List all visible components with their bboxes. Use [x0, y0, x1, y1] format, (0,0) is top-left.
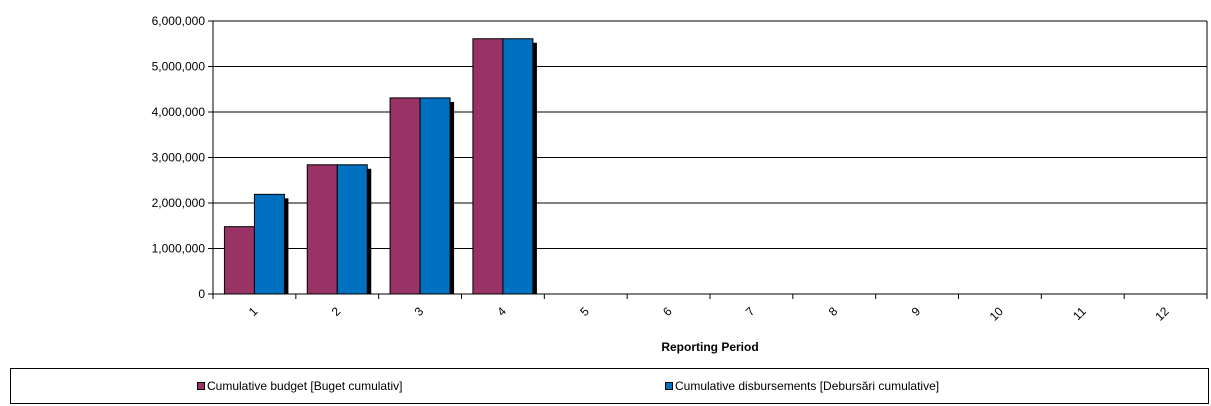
x-axis-title: Reporting Period [661, 340, 758, 354]
bars [223, 38, 537, 295]
x-tick-label: 7 [743, 304, 758, 319]
legend-swatch-disbursements [665, 382, 673, 390]
bar [389, 97, 421, 295]
x-tick-label: 6 [660, 304, 675, 319]
legend-label-disbursements: Cumulative disbursements [Debursări cumu… [675, 379, 940, 393]
x-tick-label: 5 [577, 304, 592, 319]
x-tick-label: 2 [329, 304, 344, 319]
bar [419, 97, 451, 295]
bar [253, 193, 285, 295]
y-tick-label: 2,000,000 [152, 196, 206, 210]
x-tick-label: 10 [987, 304, 1007, 324]
x-tick-label: 3 [412, 304, 427, 319]
legend-item-disbursements: Cumulative disbursements [Debursări cumu… [665, 379, 939, 393]
legend: Cumulative budget [Buget cumulativ] Cumu… [10, 368, 1209, 404]
legend-label-budget: Cumulative budget [Buget cumulativ] [207, 379, 403, 393]
x-tick-label: 12 [1152, 304, 1172, 324]
grid-lines [213, 20, 1207, 249]
x-tick-label: 8 [826, 304, 841, 319]
y-tick-label: 4,000,000 [152, 105, 206, 119]
bar-chart: 0 1,000,000 2,000,000 3,000,000 4,000,000 5,0… [152, 14, 1208, 354]
x-tick-label: 9 [909, 304, 924, 319]
y-tick-label: 5,000,000 [152, 60, 206, 74]
bar [472, 38, 504, 295]
y-tick-labels: 0 1,000,000 2,000,000 3,000,000 4,000,000 5,0… [152, 14, 206, 301]
bar [336, 164, 368, 295]
y-tick-label: 1,000,000 [152, 242, 206, 256]
x-tick-label: 11 [1070, 304, 1089, 323]
x-tick-labels: 1 2 3 4 5 6 7 8 9 10 11 12 [246, 304, 1172, 324]
bar [502, 38, 534, 295]
legend-item-budget: Cumulative budget [Buget cumulativ] [197, 379, 402, 393]
x-tick-label: 4 [494, 304, 509, 319]
legend-swatch-budget [197, 382, 205, 390]
bar [223, 226, 255, 295]
axes [208, 20, 1208, 299]
bar [306, 164, 338, 295]
x-tick-label: 1 [246, 304, 261, 319]
y-tick-label: 3,000,000 [152, 151, 206, 165]
y-tick-label: 0 [198, 287, 205, 301]
y-tick-label: 6,000,000 [152, 14, 206, 28]
